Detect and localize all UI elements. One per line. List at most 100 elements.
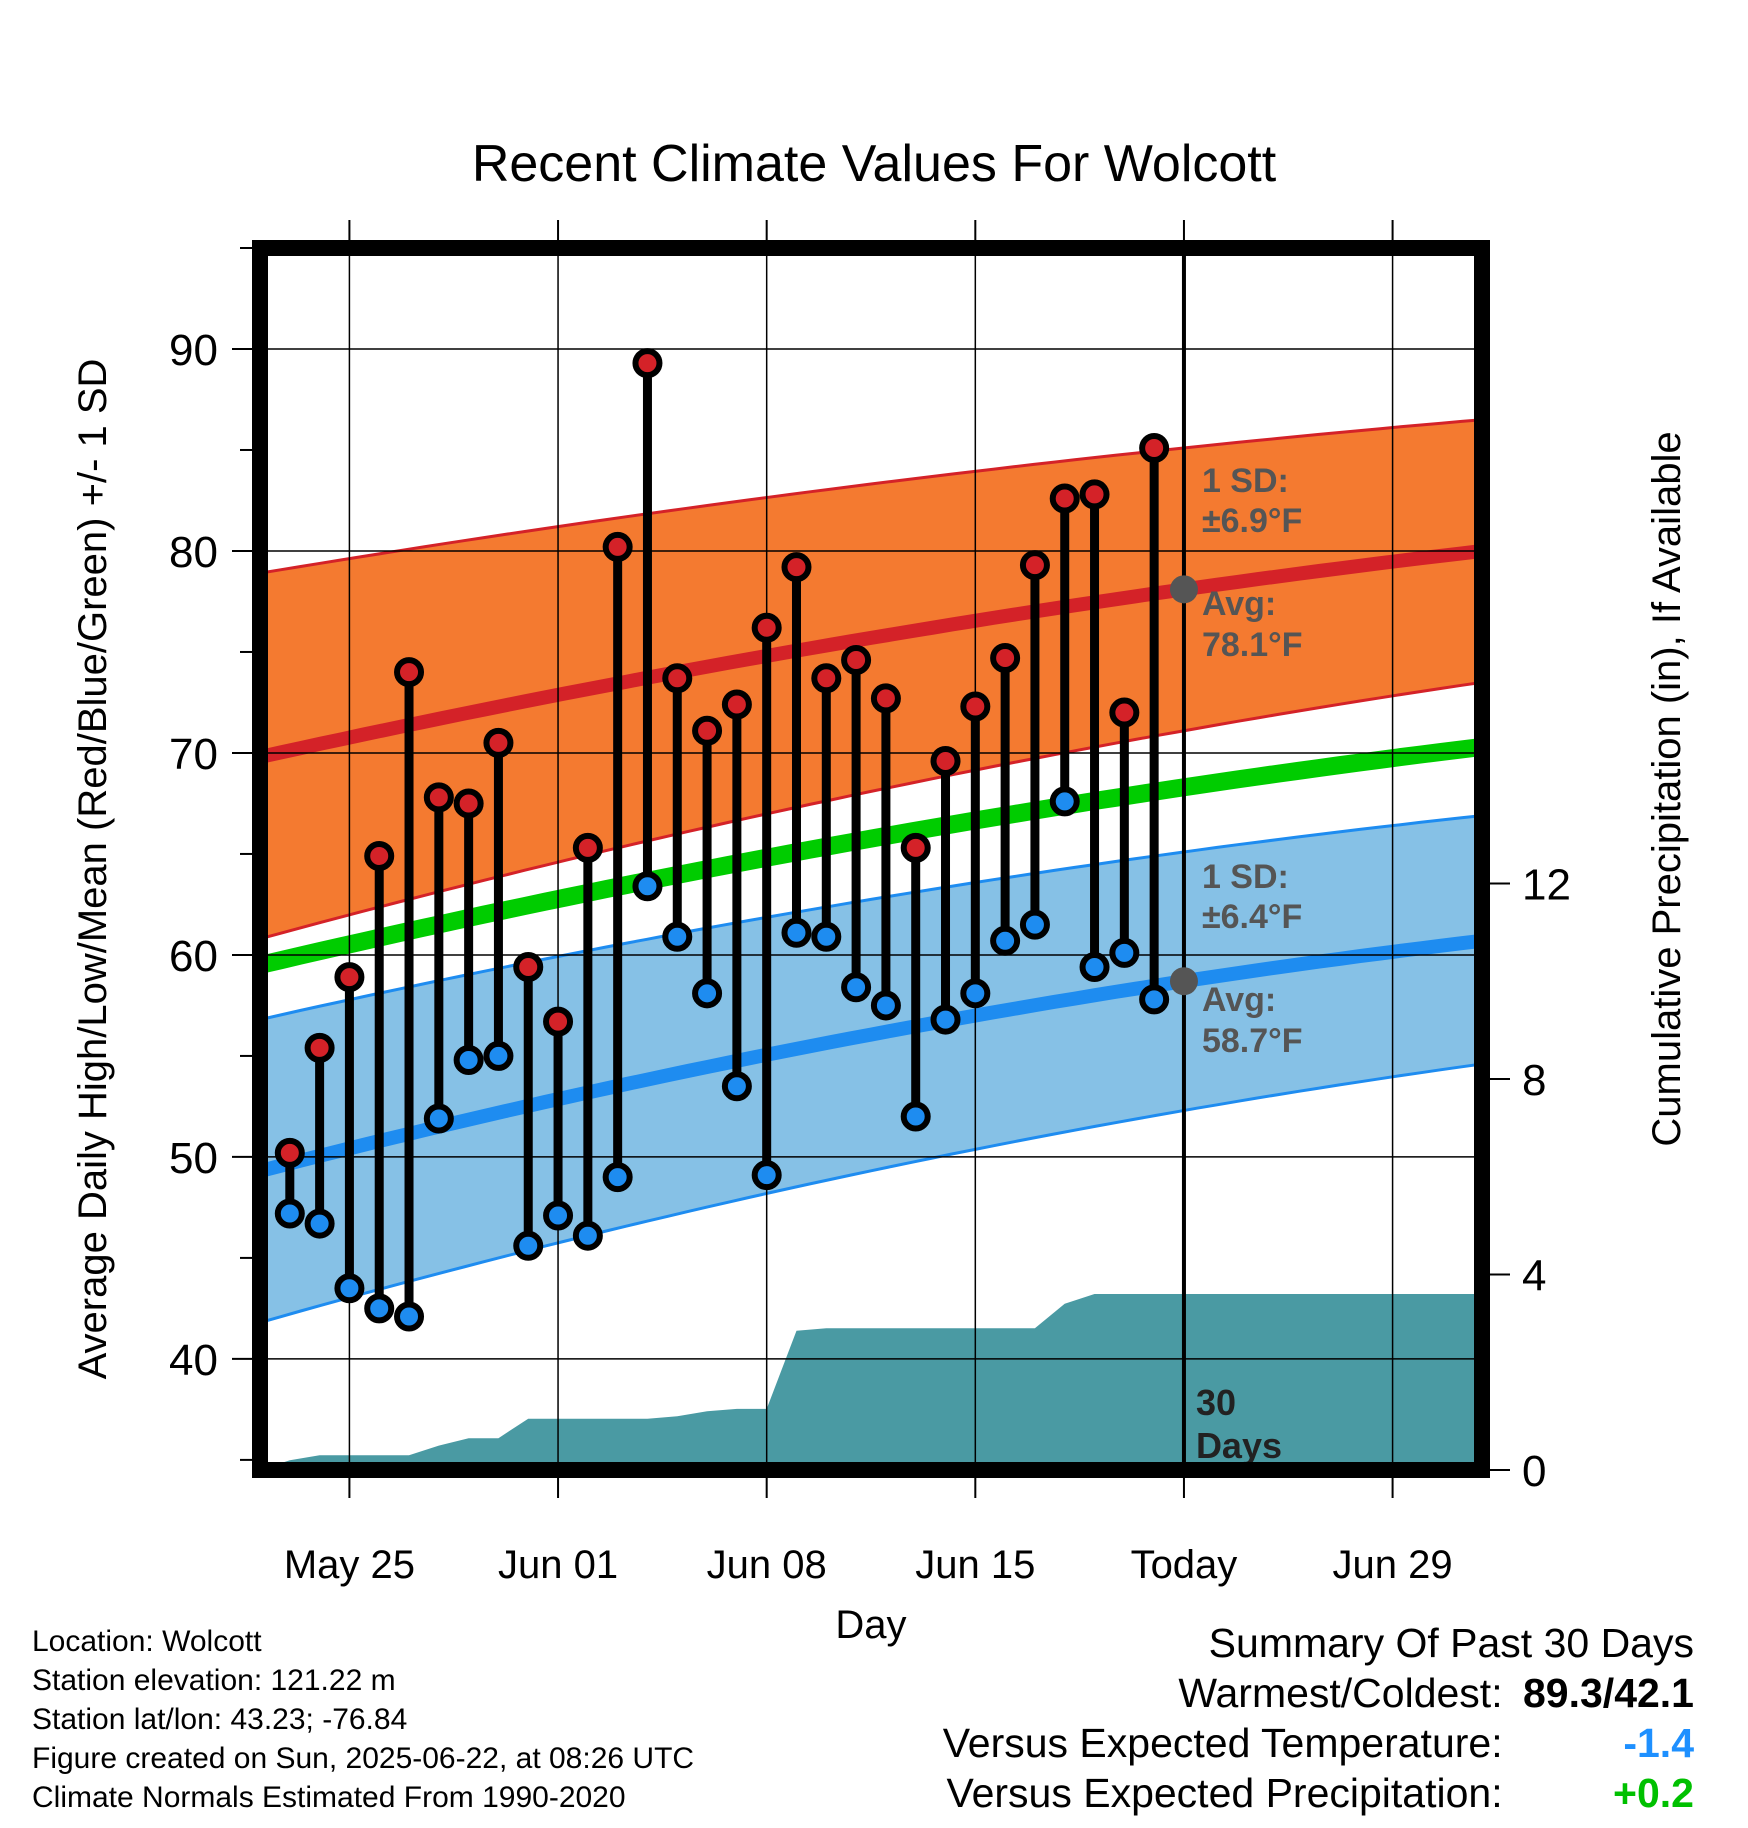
- high-point: [334, 962, 365, 993]
- high-point: [1079, 479, 1110, 510]
- x-tick-label: Jun 08: [707, 1543, 827, 1587]
- high-sd-band-upper-edge: [260, 418, 1482, 575]
- high-point: [602, 531, 633, 562]
- precip-area: [260, 1294, 1482, 1470]
- y2-tick-label: 12: [1522, 860, 1571, 909]
- station-info: Location: Wolcott Station elevation: 121…: [32, 1622, 694, 1817]
- low-point: [662, 921, 693, 952]
- x-axis-title: Day: [835, 1603, 906, 1647]
- low-point: [423, 1103, 454, 1134]
- low-point: [870, 990, 901, 1021]
- low-point: [811, 921, 842, 952]
- low-point: [900, 1101, 931, 1132]
- plot-area: [260, 248, 1482, 1470]
- y-tick-label: 60: [169, 932, 218, 981]
- high-point: [423, 782, 454, 813]
- temp-value: -1.4: [1623, 1720, 1694, 1766]
- low-sd-band: [260, 815, 1482, 1323]
- y-tick-label: 40: [169, 1336, 218, 1385]
- low-point: [1139, 984, 1170, 1015]
- x-tick-label: May 25: [284, 1543, 415, 1587]
- low-avg-value: 58.7°F: [1202, 1022, 1303, 1060]
- x-tick-label: Jun 29: [1333, 1543, 1453, 1587]
- low-point: [602, 1162, 633, 1193]
- low-avg-label: Avg:: [1202, 981, 1276, 1019]
- low-sd-value: ±6.4°F: [1202, 898, 1302, 936]
- temp-row: Versus Expected Temperature: -1.4: [943, 1718, 1694, 1768]
- low-sd-label: 1 SD:: [1202, 858, 1289, 896]
- low-point: [781, 917, 812, 948]
- low-point: [453, 1044, 484, 1075]
- warmest-label: Warmest/Coldest:: [1178, 1670, 1503, 1716]
- precip-row: Versus Expected Precipitation: +0.2: [943, 1768, 1695, 1818]
- high-point: [721, 689, 752, 720]
- y-tick-label: 70: [169, 730, 218, 779]
- high-point: [453, 788, 484, 819]
- days-unit-label: Days: [1196, 1425, 1282, 1466]
- y-tick-label: 80: [169, 528, 218, 577]
- high-point: [841, 645, 872, 676]
- low-point: [1079, 952, 1110, 983]
- y2-tick-label: 0: [1522, 1447, 1546, 1496]
- high-point: [960, 691, 991, 722]
- high-point: [811, 663, 842, 694]
- precip-label: Versus Expected Precipitation:: [946, 1770, 1503, 1816]
- y2-axis-title: Cumulative Precipitation (in), If Availa…: [1645, 431, 1689, 1146]
- high-sd-label: 1 SD:: [1202, 462, 1289, 500]
- x-tick-label: Jun 15: [915, 1543, 1035, 1587]
- y-axis-title: Average Daily High/Low/Mean (Red/Blue/Gr…: [71, 359, 115, 1380]
- precip-value: +0.2: [1613, 1770, 1694, 1816]
- low-point: [304, 1208, 335, 1239]
- high-point: [930, 746, 961, 777]
- high-point: [513, 952, 544, 983]
- low-point: [930, 1004, 961, 1035]
- high-point: [1109, 697, 1140, 728]
- high-avg-marker: [1169, 575, 1198, 604]
- high-point: [304, 1032, 335, 1063]
- high-point: [751, 612, 782, 643]
- elevation-text: Station elevation: 121.22 m: [32, 1664, 396, 1697]
- y2-tick-label: 8: [1522, 1056, 1546, 1105]
- summary-heading: Summary Of Past 30 Days: [1208, 1620, 1694, 1666]
- high-sd-value: ±6.9°F: [1202, 502, 1302, 540]
- high-point: [692, 715, 723, 746]
- low-point: [692, 978, 723, 1009]
- low-point: [751, 1160, 782, 1191]
- high-point: [1019, 550, 1050, 581]
- summary-panel: Summary Of Past 30 Days Warmest/Coldest:…: [943, 1618, 1694, 1818]
- low-point: [513, 1230, 544, 1261]
- low-point: [1109, 937, 1140, 968]
- low-point: [572, 1220, 603, 1251]
- warmest-row: Warmest/Coldest: 89.3/42.1: [943, 1668, 1694, 1718]
- warmest-value: 89.3/42.1: [1523, 1670, 1694, 1716]
- low-point: [841, 972, 872, 1003]
- high-sd-band-lower-edge: [260, 680, 1482, 941]
- high-point: [1049, 483, 1080, 514]
- high-point: [274, 1137, 305, 1168]
- created-text: Figure created on Sun, 2025-06-22, at 08…: [32, 1742, 695, 1775]
- high-point: [1139, 432, 1170, 463]
- high-point: [364, 840, 395, 871]
- high-point: [572, 832, 603, 863]
- high-point: [900, 832, 931, 863]
- days-count-label: 30: [1196, 1382, 1236, 1423]
- low-point: [274, 1198, 305, 1229]
- low-sd-band-lower-edge: [260, 1062, 1482, 1325]
- high-point: [632, 348, 663, 379]
- latlon-text: Station lat/lon: 43.23; -76.84: [32, 1703, 408, 1736]
- temp-label: Versus Expected Temperature:: [942, 1720, 1503, 1766]
- high-point: [662, 663, 693, 694]
- high-point: [990, 643, 1021, 674]
- low-point: [960, 978, 991, 1009]
- location-text: Location: Wolcott: [32, 1625, 262, 1658]
- low-point: [543, 1200, 574, 1231]
- high-avg-value: 78.1°F: [1202, 626, 1303, 664]
- low-normal-line: [260, 933, 1482, 1178]
- x-tick-label: Today: [1131, 1543, 1238, 1587]
- plot-frame: [252, 240, 1490, 1478]
- low-point: [1049, 786, 1080, 817]
- high-avg-label: Avg:: [1202, 585, 1276, 623]
- low-point: [394, 1301, 425, 1332]
- normals-text: Climate Normals Estimated From 1990-2020: [32, 1781, 626, 1814]
